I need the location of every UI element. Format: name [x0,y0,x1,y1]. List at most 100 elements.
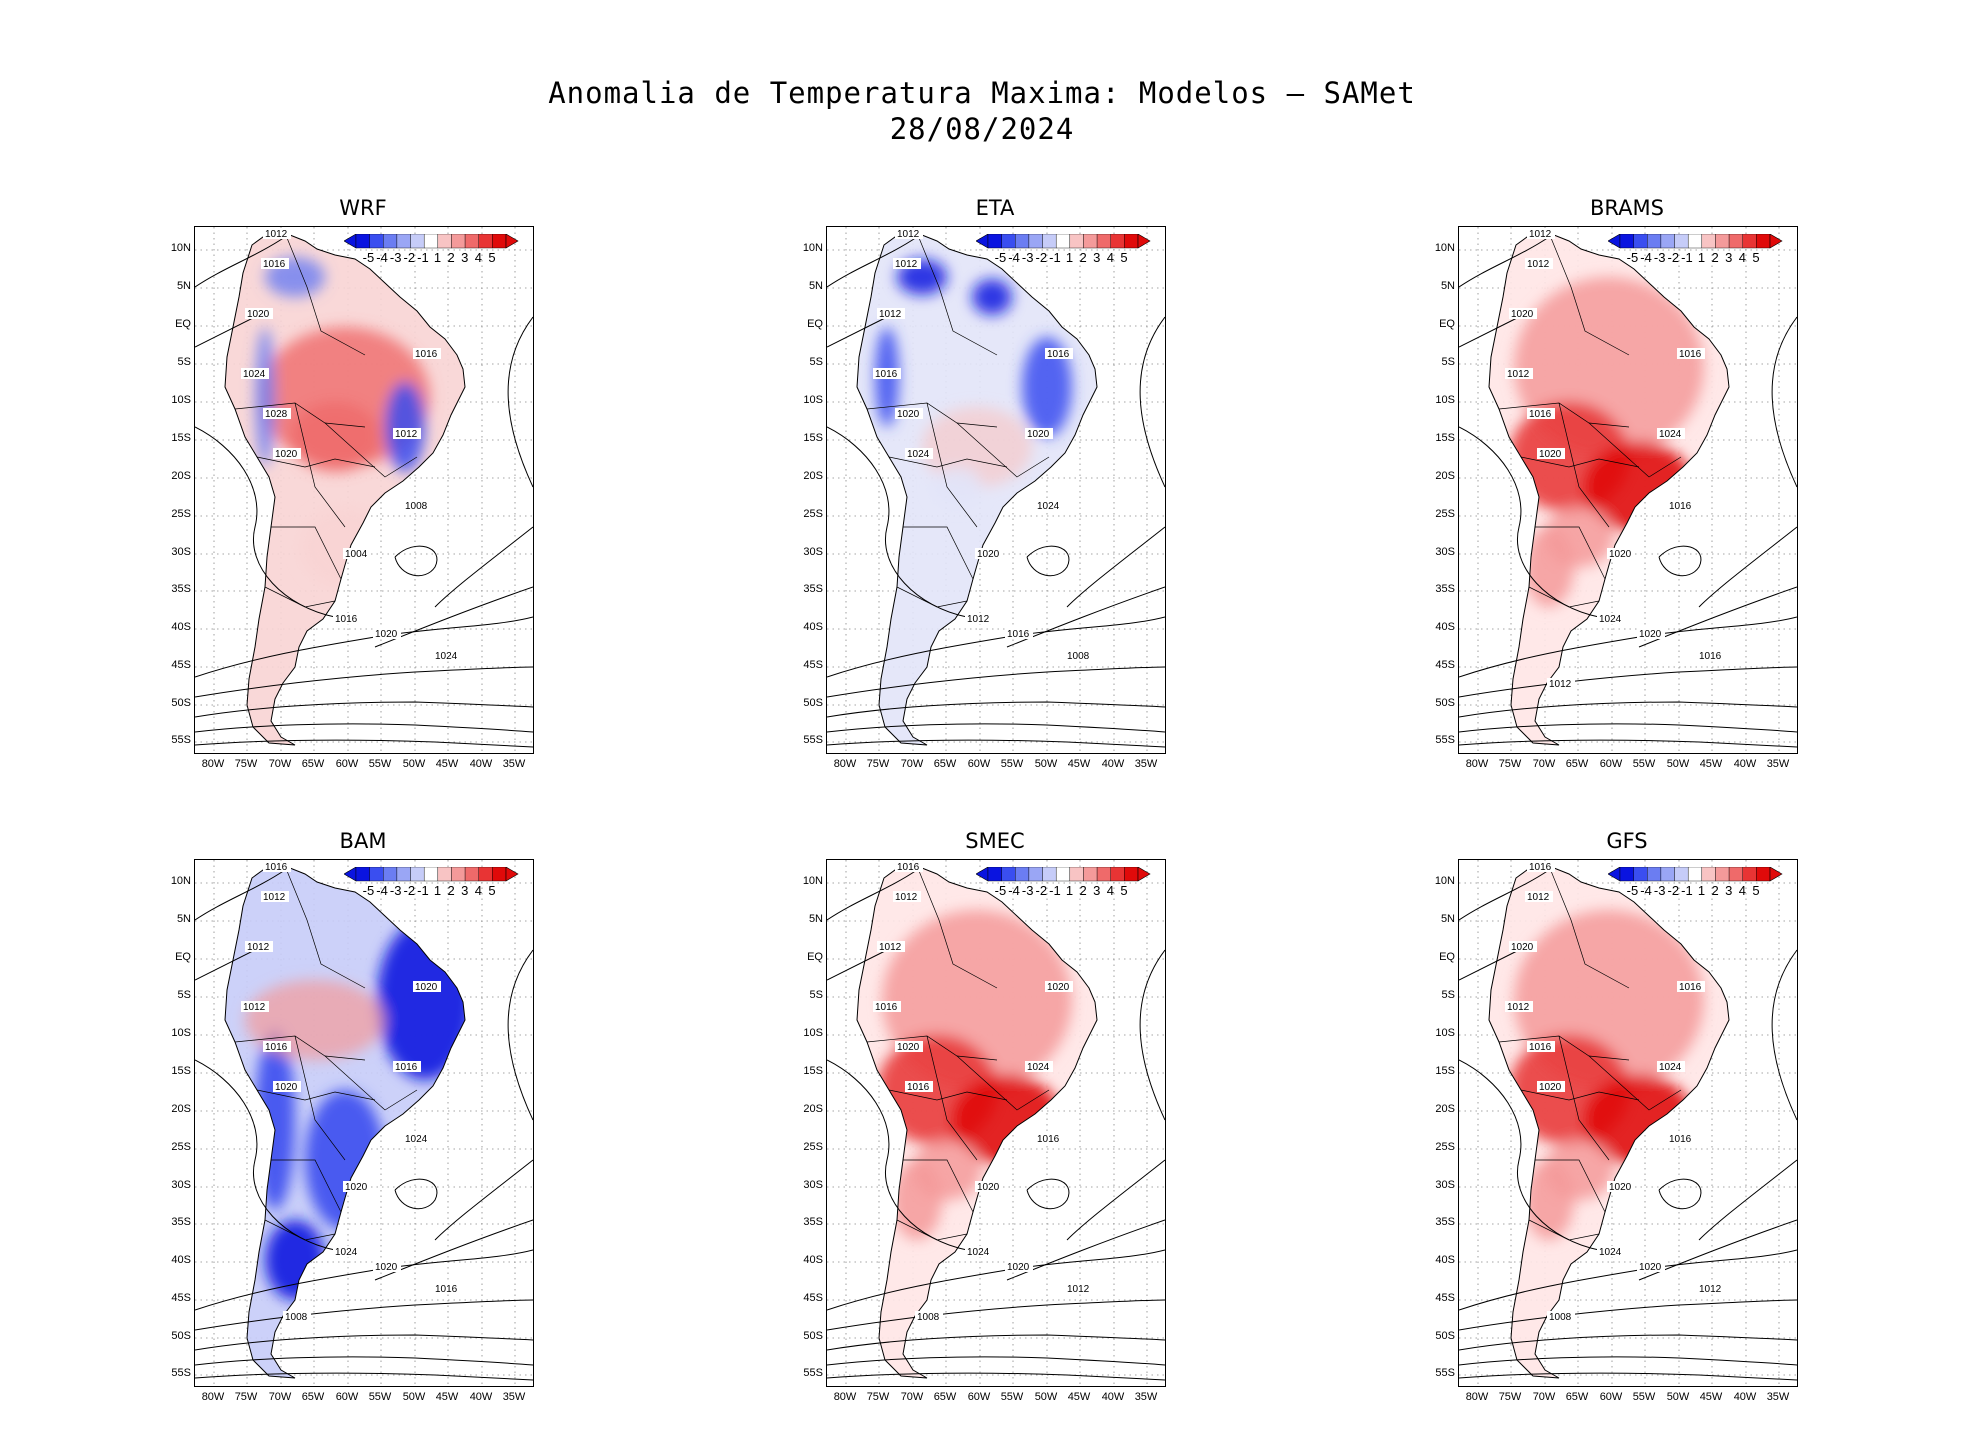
isobar-line [1006,586,1165,648]
isobar-label-bg [245,308,273,319]
lat-tick-label: 5S [177,989,191,1001]
lon-tick-label: 65W [933,758,957,770]
lat-tick-label: 5S [177,356,191,368]
colorbar-label: 1 [1697,250,1706,265]
isobar-label: 1024 [405,1134,428,1145]
colorbar-label: -1 [1049,883,1061,898]
lat-tick-label: EQ [175,318,191,330]
isobar-label-bg [1597,613,1625,624]
isobar-label: 1020 [977,549,1000,560]
lat-tick-label: 40S [171,1254,191,1266]
country-border [888,456,1008,468]
colorbar-swatch [1083,867,1098,882]
colorbar-label: 3 [1093,250,1101,265]
isobar-label: 1020 [1639,1262,1662,1273]
colorbar-label: -1 [1681,250,1693,265]
lat-tick-label: 25S [171,1141,191,1153]
colorbar-label: -4 [376,250,388,265]
colorbar-swatch [1756,867,1771,882]
lon-tick-label: 45W [1699,758,1723,770]
lon-tick-label: 60W [967,758,991,770]
lon-tick-label: 80W [201,1391,225,1403]
isobar-label: 1024 [1027,1062,1050,1073]
colorbar-swatch [1015,867,1030,882]
lat-tick-label: 5S [809,989,823,1001]
isobar-label-bg [413,348,441,359]
isobar-label-bg [1597,1246,1625,1257]
isobar-line [1066,526,1165,608]
temperature-anomaly-field [225,233,465,745]
colorbar-label: 3 [1093,883,1101,898]
anomaly-region [300,507,390,587]
panel-title-brams: BRAMS [1590,196,1664,220]
isobar-label: 1012 [243,1002,266,1013]
isobar-label: 1012 [247,942,270,953]
colorbar-swatch [987,234,1002,249]
colorbar: -5 -4 -3 -2 -1 1 2 3 4 5 [344,867,524,898]
lat-tick-label: 45S [803,659,823,671]
isobar-line [1139,949,1165,1121]
lon-tick-label: 50W [402,758,426,770]
colorbar-swatch [1701,234,1716,249]
anomaly-region [932,467,982,507]
isobar-line [374,1219,533,1281]
colorbar-swatch [1647,234,1662,249]
lon-tick-label: 50W [1034,1391,1058,1403]
continent-outline [856,232,1098,746]
isobar-label: 1016 [875,1002,898,1013]
colorbar-label: -5 [994,250,1007,265]
lon-tick-label: 80W [1465,1391,1489,1403]
colorbar-swatch [1660,234,1675,249]
colorbar-swatch [383,867,398,882]
isobar-label-bg [1677,348,1705,359]
country-border [903,1159,974,1213]
isobar-line [1006,1219,1165,1281]
lat-tick-label: 5N [176,913,191,925]
colorbar-swatch [451,867,466,882]
lon-tick-label: 50W [1034,758,1058,770]
isobar-label-bg [1547,1311,1575,1322]
colorbar-label: -2 [1035,883,1048,898]
isobar-label-bg [895,1041,923,1052]
lat-tick-label: 15S [171,432,191,444]
colorbar-swatch [1674,234,1689,249]
isobar-line [195,723,533,733]
colorbar-label: -2 [403,883,416,898]
lon-tick-label: 80W [201,758,225,770]
isobar-label-bg [1657,1061,1685,1072]
anomaly-region [265,1220,325,1300]
lat-tick-label: 35S [171,583,191,595]
isobar-label-bg [403,1133,431,1144]
lon-tick-label: 50W [1666,1391,1690,1403]
isobar-label: 1012 [895,259,918,270]
lat-tick-label: 35S [803,583,823,595]
lon-tick-label: 75W [234,758,258,770]
lat-tick-label: 30S [803,1179,823,1191]
colorbar-label: 5 [1120,250,1128,265]
lat-tick-label: EQ [1439,951,1455,963]
isobar-line [1459,869,1550,921]
lat-tick-label: 10S [171,394,191,406]
lon-tick-label: 70W [900,758,924,770]
lat-tick-label: 10N [802,875,823,887]
colorbar-swatch [478,867,493,882]
country-border [888,1089,1008,1101]
colorbar-swatch [1042,867,1057,882]
isobar-label: 1024 [435,651,458,662]
lat-tick-label: 40S [803,1254,823,1266]
isobar-label-bg [263,861,291,872]
colorbar-swatch [1728,867,1743,882]
colorbar-label: -3 [389,883,402,898]
lon-tick-label: 55W [1000,1391,1024,1403]
isobar-label: 1020 [1539,449,1562,460]
colorbar-label: -2 [1035,250,1048,265]
isobar-label: 1024 [907,449,930,460]
colorbar-swatch [464,867,479,882]
lat-tick-label: 40S [1435,1254,1455,1266]
isobar-label: 1024 [1659,1062,1682,1073]
lon-tick-label: 55W [368,758,392,770]
isobar-line [195,236,286,288]
country-border [926,1035,978,1161]
anomaly-region [922,407,1032,487]
isobar-label-bg [283,1311,311,1322]
